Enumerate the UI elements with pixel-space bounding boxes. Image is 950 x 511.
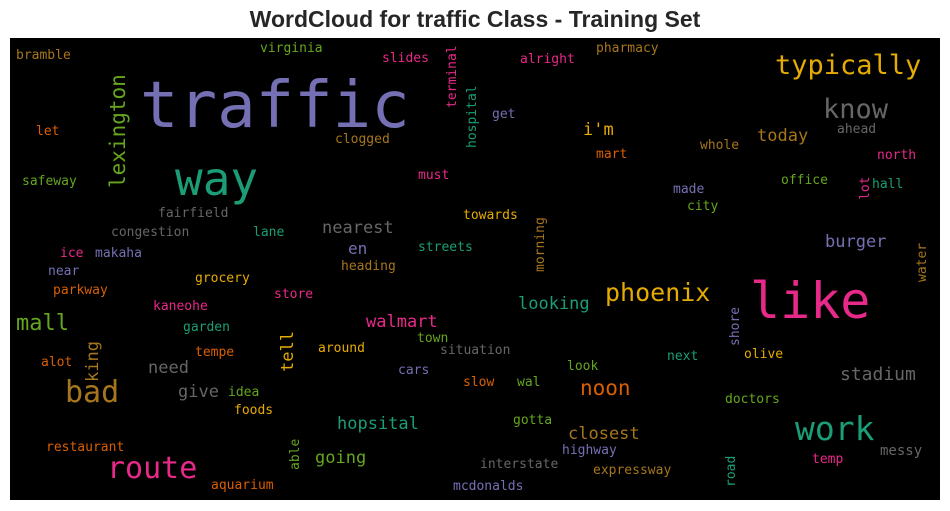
word-makaha: makaha (95, 246, 142, 261)
word-bramble: bramble (16, 48, 71, 63)
word-congestion: congestion (111, 225, 190, 240)
word-typically: typically (775, 50, 922, 81)
word-clogged: clogged (335, 132, 390, 147)
word-olive: olive (744, 347, 784, 362)
word-water: water (915, 242, 930, 282)
word-way: way (175, 152, 259, 206)
word-route: route (107, 451, 198, 486)
word-gotta: gotta (513, 413, 553, 428)
word-phoenix: phoenix (605, 278, 711, 307)
word-whole: whole (700, 138, 740, 153)
word-give: give (178, 382, 219, 402)
word-alright: alright (520, 52, 575, 67)
word-town: town (417, 331, 449, 346)
word-city: city (687, 199, 719, 214)
word-pharmacy: pharmacy (596, 41, 659, 56)
word-bad: bad (65, 375, 120, 410)
word-terminal: terminal (445, 45, 460, 108)
word-idea: idea (228, 385, 260, 400)
word-aquarium: aquarium (211, 478, 274, 493)
word-lexington: lexington (106, 74, 130, 188)
word-expressway: expressway (593, 463, 672, 478)
word-temp: temp (812, 452, 844, 467)
word-lane: lane (253, 225, 285, 240)
word-king: king (83, 341, 103, 382)
word-parkway: parkway (53, 283, 108, 298)
word-restaurant: restaurant (46, 440, 125, 455)
word-heading: heading (341, 259, 396, 274)
word-work: work (795, 409, 875, 448)
word-wal: wal (517, 375, 541, 390)
word-hopsital: hopsital (337, 414, 419, 434)
word-get: get (492, 107, 516, 122)
word-need: need (148, 358, 189, 378)
word-today: today (757, 126, 809, 146)
word-let: let (36, 124, 60, 139)
word-around: around (318, 341, 365, 356)
word-streets: streets (418, 240, 473, 255)
word-north: north (877, 148, 917, 163)
word-safeway: safeway (22, 174, 77, 189)
word-cars: cars (398, 363, 430, 378)
word-tempe: tempe (195, 345, 235, 360)
word-next: next (667, 349, 699, 364)
word-highway: highway (562, 443, 617, 458)
word-closest: closest (568, 424, 640, 444)
word-morning: morning (533, 217, 548, 272)
word-traffic: traffic (140, 69, 410, 143)
word-able: able (288, 438, 303, 470)
word-en: en (348, 239, 368, 258)
word-looking: looking (518, 294, 590, 314)
word-nearest: nearest (322, 218, 394, 238)
word-alot: alot (41, 355, 73, 370)
word-virginia: virginia (260, 41, 323, 56)
word-like: like (750, 272, 871, 330)
word-slides: slides (382, 51, 429, 66)
word-doctors: doctors (725, 392, 780, 407)
word-mall: mall (16, 311, 69, 336)
word-slow: slow (463, 375, 495, 390)
word-fairfield: fairfield (158, 206, 229, 221)
word-mcdonalds: mcdonalds (453, 479, 524, 494)
word-know: know (823, 94, 889, 125)
word-kaneohe: kaneohe (153, 299, 208, 314)
word-messy: messy (880, 443, 923, 459)
word-towards: towards (463, 208, 518, 223)
word-grocery: grocery (195, 271, 250, 286)
word-tell: tell (278, 331, 298, 372)
word-ice: ice (60, 246, 84, 261)
word-hall: hall (872, 177, 904, 192)
word-garden: garden (183, 320, 230, 335)
word-going: going (315, 448, 367, 468)
word-situation: situation (440, 343, 511, 358)
word-made: made (673, 182, 705, 197)
word-road: road (724, 455, 739, 487)
word-hospital: hospital (465, 85, 480, 148)
word-stadium: stadium (840, 364, 916, 385)
word-near: near (48, 264, 80, 279)
word-look: look (567, 359, 599, 374)
word-ahead: ahead (837, 122, 877, 137)
word-office: office (781, 173, 828, 188)
chart-title: WordCloud for traffic Class - Training S… (249, 6, 701, 32)
word-walmart: walmart (366, 312, 438, 332)
word-im: i'm (583, 120, 614, 140)
word-must: must (418, 168, 450, 183)
word-foods: foods (234, 403, 274, 418)
word-burger: burger (825, 232, 887, 252)
word-shore: shore (728, 306, 743, 346)
word-mart: mart (596, 147, 628, 162)
wordcloud-canvas: traffic like way work route bad typically know p… (10, 38, 940, 500)
word-store: store (274, 287, 314, 302)
word-noon: noon (580, 376, 631, 400)
word-interstate: interstate (480, 457, 559, 472)
word-lot: lot (858, 176, 873, 200)
